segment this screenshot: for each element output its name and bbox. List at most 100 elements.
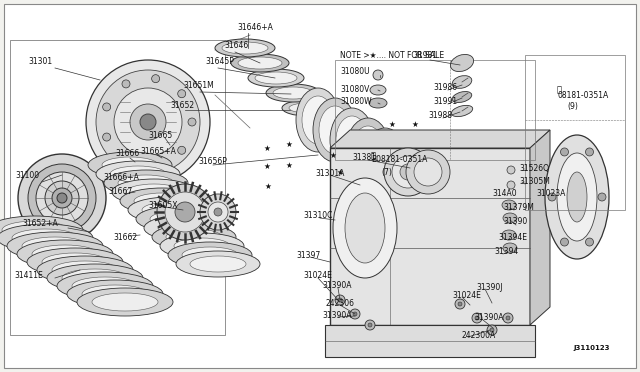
Text: 31666+A: 31666+A: [103, 173, 139, 183]
Ellipse shape: [174, 238, 230, 254]
Ellipse shape: [231, 54, 289, 72]
Circle shape: [586, 148, 593, 156]
Text: 31667: 31667: [108, 187, 132, 196]
Text: 31665: 31665: [148, 131, 172, 140]
Polygon shape: [330, 130, 550, 148]
Ellipse shape: [120, 188, 204, 214]
Ellipse shape: [72, 277, 138, 295]
Circle shape: [472, 313, 482, 323]
Text: 31390: 31390: [503, 218, 527, 227]
Ellipse shape: [32, 245, 98, 263]
Text: 31080U: 31080U: [340, 67, 370, 77]
Ellipse shape: [118, 175, 174, 191]
Text: ★: ★: [337, 167, 344, 176]
Ellipse shape: [27, 248, 123, 276]
Text: 31100: 31100: [15, 170, 39, 180]
Text: B08181-0351A: B08181-0351A: [371, 155, 428, 164]
Text: 31024E: 31024E: [452, 291, 481, 299]
Ellipse shape: [336, 116, 368, 164]
Circle shape: [586, 238, 593, 246]
Text: ★: ★: [264, 182, 271, 190]
Circle shape: [178, 90, 186, 98]
Text: ★: ★: [264, 161, 271, 170]
Ellipse shape: [160, 233, 244, 259]
Text: 31991: 31991: [433, 97, 457, 106]
Circle shape: [458, 302, 462, 306]
Text: 31605X: 31605X: [148, 201, 177, 209]
Ellipse shape: [110, 166, 166, 182]
Ellipse shape: [144, 215, 228, 241]
Ellipse shape: [255, 72, 297, 84]
Ellipse shape: [62, 269, 128, 287]
Text: 314A0: 314A0: [492, 189, 516, 199]
Ellipse shape: [96, 70, 200, 174]
Ellipse shape: [363, 128, 407, 192]
Ellipse shape: [0, 224, 93, 252]
Ellipse shape: [136, 206, 220, 232]
Circle shape: [175, 202, 195, 222]
Ellipse shape: [503, 243, 517, 253]
Circle shape: [178, 146, 186, 154]
Ellipse shape: [452, 76, 472, 88]
Circle shape: [506, 316, 510, 320]
Text: 31305M: 31305M: [519, 177, 550, 186]
Ellipse shape: [42, 253, 108, 271]
Text: 242306: 242306: [325, 298, 354, 308]
Text: 31645P: 31645P: [205, 58, 234, 67]
Text: ★: ★: [285, 140, 292, 148]
Polygon shape: [530, 130, 550, 325]
Circle shape: [487, 325, 497, 335]
Ellipse shape: [92, 293, 158, 311]
Ellipse shape: [545, 135, 609, 259]
Text: 31381: 31381: [352, 153, 376, 161]
Ellipse shape: [52, 188, 72, 208]
Ellipse shape: [102, 157, 158, 173]
Text: 31301: 31301: [28, 58, 52, 67]
Ellipse shape: [182, 247, 238, 263]
Ellipse shape: [502, 200, 516, 210]
Circle shape: [373, 70, 383, 80]
Ellipse shape: [503, 213, 517, 223]
Text: J3110123: J3110123: [573, 345, 609, 351]
Ellipse shape: [369, 98, 387, 108]
Ellipse shape: [18, 154, 106, 242]
Circle shape: [507, 166, 515, 174]
Ellipse shape: [57, 193, 67, 203]
Ellipse shape: [47, 264, 143, 292]
Text: 31526Q: 31526Q: [519, 164, 549, 173]
Text: 31080W: 31080W: [340, 97, 372, 106]
Circle shape: [561, 238, 568, 246]
Text: 31646: 31646: [224, 42, 248, 51]
Ellipse shape: [150, 211, 206, 227]
Circle shape: [152, 75, 159, 83]
Circle shape: [338, 298, 342, 302]
Ellipse shape: [313, 98, 357, 162]
Ellipse shape: [369, 136, 401, 184]
Text: 31023A: 31023A: [536, 189, 565, 199]
Ellipse shape: [7, 232, 103, 260]
Ellipse shape: [128, 197, 212, 223]
Text: ★: ★: [264, 144, 271, 153]
Ellipse shape: [378, 138, 422, 202]
Text: 31301A: 31301A: [315, 169, 344, 177]
Circle shape: [455, 299, 465, 309]
Ellipse shape: [12, 229, 78, 247]
Text: 31397: 31397: [296, 250, 320, 260]
Ellipse shape: [28, 164, 96, 232]
Ellipse shape: [130, 104, 166, 140]
Circle shape: [365, 320, 375, 330]
Ellipse shape: [282, 100, 334, 116]
Ellipse shape: [266, 84, 320, 102]
Ellipse shape: [158, 220, 214, 236]
Circle shape: [475, 316, 479, 320]
Circle shape: [507, 181, 515, 189]
Text: 31656P: 31656P: [198, 157, 227, 167]
Ellipse shape: [222, 42, 268, 54]
Text: 31662: 31662: [113, 234, 137, 243]
Ellipse shape: [126, 184, 182, 200]
Ellipse shape: [36, 172, 88, 224]
Text: 31652+A: 31652+A: [22, 219, 58, 228]
Ellipse shape: [2, 221, 68, 239]
Ellipse shape: [0, 216, 83, 244]
Ellipse shape: [96, 161, 180, 187]
